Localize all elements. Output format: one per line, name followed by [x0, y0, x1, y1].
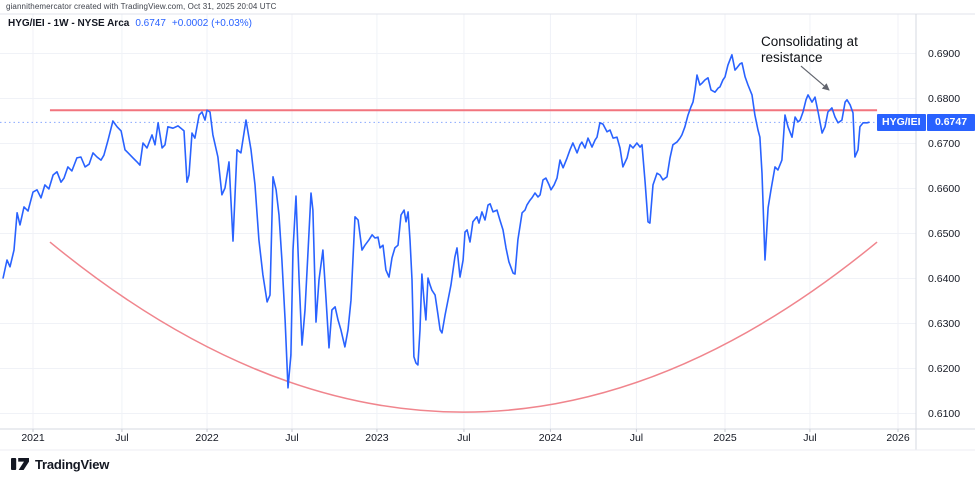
price-tick-label: 0.6400	[928, 272, 961, 285]
time-tick-label: Jul	[457, 432, 471, 444]
time-tick-label: 2021	[21, 432, 45, 444]
support-arc-line	[49, 241, 878, 413]
time-tick-label: Jul	[285, 432, 299, 444]
tradingview-logo-icon	[11, 458, 29, 470]
time-tick-label: Jul	[803, 432, 817, 444]
time-tick-label: Jul	[115, 432, 129, 444]
last-price-badge: HYG/IEI 0.6747	[877, 113, 975, 131]
symbol-legend[interactable]: HYG/IEI - 1W - NYSE Arca 0.6747 +0.0002 …	[8, 18, 252, 29]
time-tick-label: 2026	[886, 432, 910, 444]
symbol-title[interactable]: HYG/IEI - 1W - NYSE Arca	[8, 18, 130, 29]
attribution-text: giannithemercator created with TradingVi…	[6, 2, 277, 11]
annotation-text: Consolidating at resistance	[761, 34, 858, 65]
badge-price-value: 0.6747	[927, 113, 975, 131]
tradingview-logo[interactable]: TradingView	[11, 457, 109, 472]
price-tick-label: 0.6700	[928, 137, 961, 150]
price-line-series	[2, 53, 870, 389]
price-tick-label: 0.6800	[928, 92, 961, 105]
legend-change: +0.0002 (+0.03%)	[171, 18, 252, 29]
tradingview-logo-text: TradingView	[35, 457, 110, 472]
price-tick-label: 0.6600	[928, 182, 961, 195]
time-tick-label: 2024	[538, 432, 563, 444]
badge-symbol-label: HYG/IEI	[877, 113, 926, 131]
price-tick-label: 0.6300	[928, 317, 961, 330]
annotation-arrow	[800, 65, 830, 91]
price-tick-label: 0.6500	[928, 227, 961, 240]
time-tick-label: Jul	[629, 432, 644, 444]
time-tick-label: 2025	[713, 432, 737, 444]
legend-last-price: 0.6747	[135, 18, 166, 29]
time-tick-label: 2023	[365, 432, 389, 444]
price-tick-label: 0.6900	[928, 47, 961, 60]
price-tick-label: 0.6100	[928, 407, 961, 420]
time-tick-label: 2022	[195, 432, 219, 444]
price-tick-label: 0.6200	[928, 362, 961, 375]
